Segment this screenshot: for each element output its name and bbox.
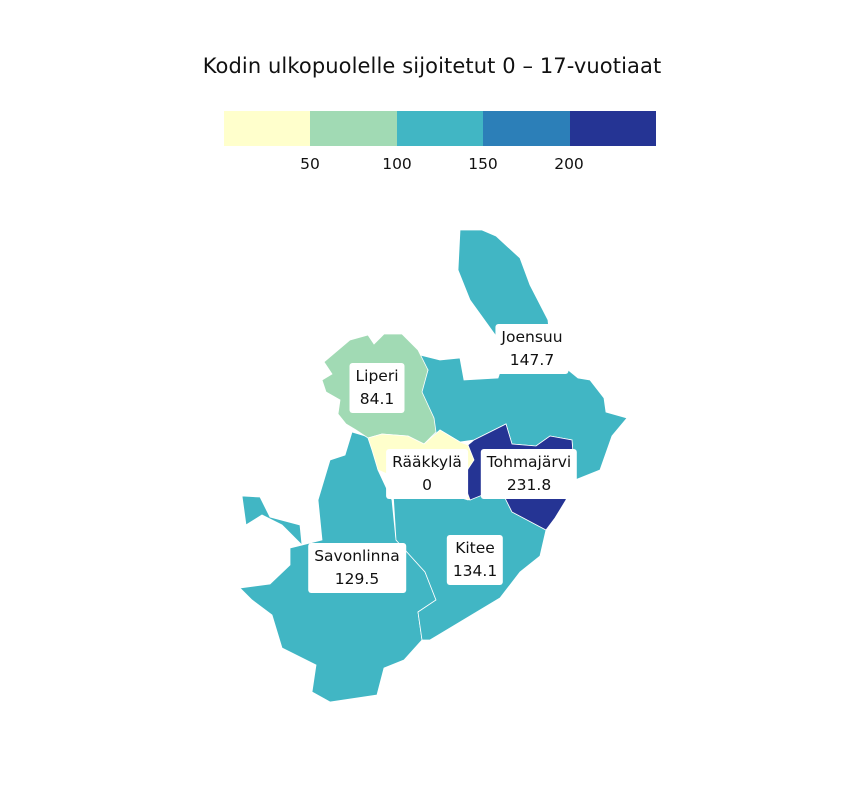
- label-name: Tohmajärvi: [486, 453, 572, 471]
- label-value: 0: [422, 476, 432, 494]
- label-name: Rääkkylä: [392, 453, 462, 471]
- legend-break-200: 200: [554, 155, 584, 173]
- label-raakkyla: Rääkkylä 0: [386, 449, 468, 499]
- label-name: Savonlinna: [314, 547, 400, 565]
- label-liperi: Liperi 84.1: [349, 363, 405, 413]
- label-name: Liperi: [355, 367, 399, 385]
- legend-break-100: 100: [382, 155, 412, 173]
- legend-swatch-1: [224, 111, 311, 146]
- label-name: Joensuu: [501, 328, 563, 346]
- legend-swatch-5: [569, 111, 657, 146]
- label-value: 134.1: [452, 562, 498, 580]
- legend-swatch-3: [396, 111, 484, 146]
- legend-swatch-4: [483, 111, 570, 146]
- label-value: 84.1: [359, 390, 395, 408]
- label-kitee: Kitee 134.1: [446, 535, 504, 585]
- label-tohmajarvi: Tohmajärvi 231.8: [480, 449, 578, 499]
- legend-break-150: 150: [468, 155, 498, 173]
- label-name: Kitee: [455, 539, 495, 557]
- map-title: Kodin ulkopuolelle sijoitetut 0 – 17-vuo…: [202, 54, 662, 78]
- legend-swatch-2: [310, 111, 397, 146]
- label-value: 231.8: [506, 476, 552, 494]
- label-savonlinna: Savonlinna 129.5: [308, 543, 406, 593]
- label-value: 129.5: [334, 570, 380, 588]
- label-joensuu: Joensuu 147.7: [495, 324, 569, 374]
- color-legend: [224, 111, 657, 146]
- legend-break-50: 50: [300, 155, 320, 173]
- label-value: 147.7: [509, 351, 555, 369]
